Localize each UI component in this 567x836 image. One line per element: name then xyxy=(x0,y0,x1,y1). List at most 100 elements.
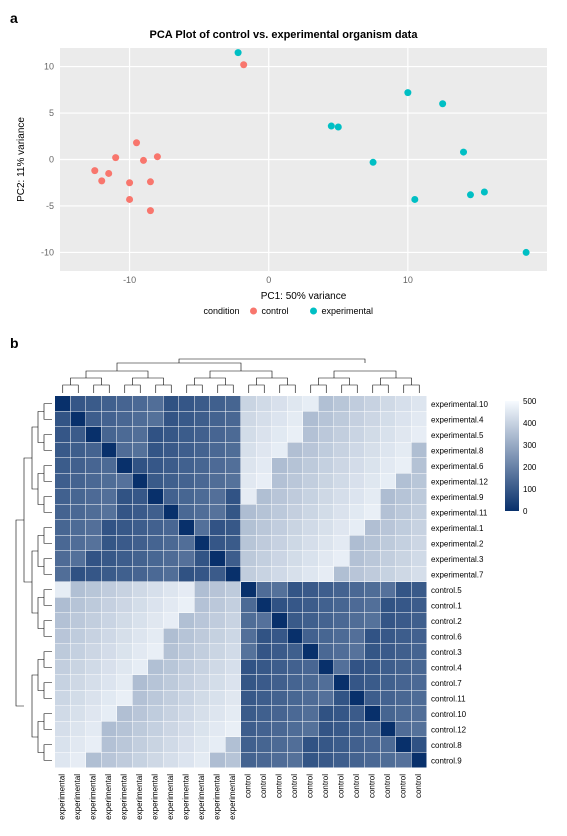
heatmap-cell xyxy=(55,505,70,520)
heatmap-cell xyxy=(365,551,380,566)
heatmap-cell xyxy=(412,613,427,628)
heatmap-cell xyxy=(303,753,318,768)
heatmap-cell xyxy=(288,613,303,628)
svg-text:5: 5 xyxy=(49,108,54,118)
heatmap-cell xyxy=(241,582,256,597)
heatmap-cell xyxy=(303,613,318,628)
heatmap-cell xyxy=(55,753,70,768)
heatmap-cell xyxy=(412,551,427,566)
heatmap-cell xyxy=(319,458,334,473)
heatmap-cell xyxy=(133,598,148,613)
heatmap-cell xyxy=(334,737,349,752)
svg-text:experimental.8: experimental.8 xyxy=(431,446,484,455)
heatmap-cell xyxy=(396,412,411,427)
heatmap-cell xyxy=(272,396,287,411)
heatmap-cell xyxy=(71,675,86,690)
heatmap-cell xyxy=(102,629,117,644)
heatmap-cell xyxy=(148,737,163,752)
heatmap-cell xyxy=(350,474,365,489)
heatmap-cell xyxy=(133,660,148,675)
svg-text:PCA Plot of control vs. experi: PCA Plot of control vs. experimental org… xyxy=(150,29,419,41)
heatmap-cell xyxy=(133,443,148,458)
heatmap-cell xyxy=(210,722,225,737)
heatmap-cell xyxy=(164,753,179,768)
heatmap-cell xyxy=(381,551,396,566)
svg-text:experimental: experimental xyxy=(150,774,159,820)
heatmap-cell xyxy=(272,644,287,659)
heatmap-cell xyxy=(195,675,210,690)
heatmap-cell xyxy=(272,675,287,690)
svg-text:control: control xyxy=(398,774,407,798)
heatmap-cell xyxy=(241,613,256,628)
heatmap-cell xyxy=(412,443,427,458)
heatmap-cell xyxy=(86,536,101,551)
heatmap-cell xyxy=(71,598,86,613)
heatmap-cell xyxy=(365,396,380,411)
heatmap-cell xyxy=(210,660,225,675)
heatmap-cell xyxy=(381,474,396,489)
svg-text:10: 10 xyxy=(44,62,54,72)
scatter-point xyxy=(240,61,247,68)
heatmap-cell xyxy=(350,660,365,675)
heatmap-cell xyxy=(133,613,148,628)
heatmap-cell xyxy=(102,474,117,489)
heatmap-cell xyxy=(102,489,117,504)
heatmap-cell xyxy=(179,582,194,597)
heatmap-cell xyxy=(55,691,70,706)
heatmap-cell xyxy=(350,551,365,566)
heatmap-cell xyxy=(117,675,132,690)
heatmap-cell xyxy=(350,427,365,442)
svg-text:experimental: experimental xyxy=(181,774,190,820)
heatmap-cell xyxy=(381,505,396,520)
heatmap-cell xyxy=(102,706,117,721)
heatmap-cell xyxy=(241,427,256,442)
heatmap-cell xyxy=(412,582,427,597)
heatmap-cell xyxy=(179,691,194,706)
heatmap-cell xyxy=(86,706,101,721)
heatmap-cell xyxy=(334,582,349,597)
heatmap-cell xyxy=(412,412,427,427)
svg-text:experimental: experimental xyxy=(57,774,66,820)
colorbar xyxy=(505,401,519,511)
heatmap-cell xyxy=(164,458,179,473)
heatmap-cell xyxy=(288,629,303,644)
heatmap-cell xyxy=(350,629,365,644)
heatmap-cell xyxy=(210,737,225,752)
heatmap-cell xyxy=(272,505,287,520)
heatmap-cell xyxy=(210,551,225,566)
heatmap-cell xyxy=(241,629,256,644)
heatmap-cell xyxy=(102,396,117,411)
svg-text:experimental.11: experimental.11 xyxy=(431,508,488,517)
svg-text:control.11: control.11 xyxy=(431,694,466,703)
heatmap-cell xyxy=(133,722,148,737)
heatmap-cell xyxy=(319,722,334,737)
heatmap-cell xyxy=(55,567,70,582)
heatmap-cell xyxy=(257,536,272,551)
heatmap-cell xyxy=(412,675,427,690)
heatmap-cell xyxy=(86,675,101,690)
heatmap-cell xyxy=(117,505,132,520)
heatmap-cell xyxy=(288,675,303,690)
svg-text:control: control xyxy=(290,774,299,798)
svg-text:control: control xyxy=(262,306,289,316)
scatter-point xyxy=(154,153,161,160)
heatmap-cell xyxy=(210,412,225,427)
heatmap-cell xyxy=(210,505,225,520)
heatmap-cell xyxy=(195,660,210,675)
svg-text:PC1: 50% variance: PC1: 50% variance xyxy=(261,291,347,302)
heatmap-cell xyxy=(257,582,272,597)
heatmap-cell xyxy=(133,396,148,411)
heatmap-cell xyxy=(272,567,287,582)
heatmap-cell xyxy=(71,443,86,458)
heatmap-cell xyxy=(319,567,334,582)
heatmap-cell xyxy=(241,443,256,458)
heatmap-cell xyxy=(334,598,349,613)
heatmap-cell xyxy=(117,582,132,597)
pca-scatter-plot: PCA Plot of control vs. experimental org… xyxy=(10,26,557,326)
scatter-point xyxy=(147,178,154,185)
heatmap-cell xyxy=(350,567,365,582)
heatmap-cell xyxy=(303,567,318,582)
heatmap-cell xyxy=(71,706,86,721)
heatmap-cell xyxy=(148,427,163,442)
heatmap-cell xyxy=(179,753,194,768)
